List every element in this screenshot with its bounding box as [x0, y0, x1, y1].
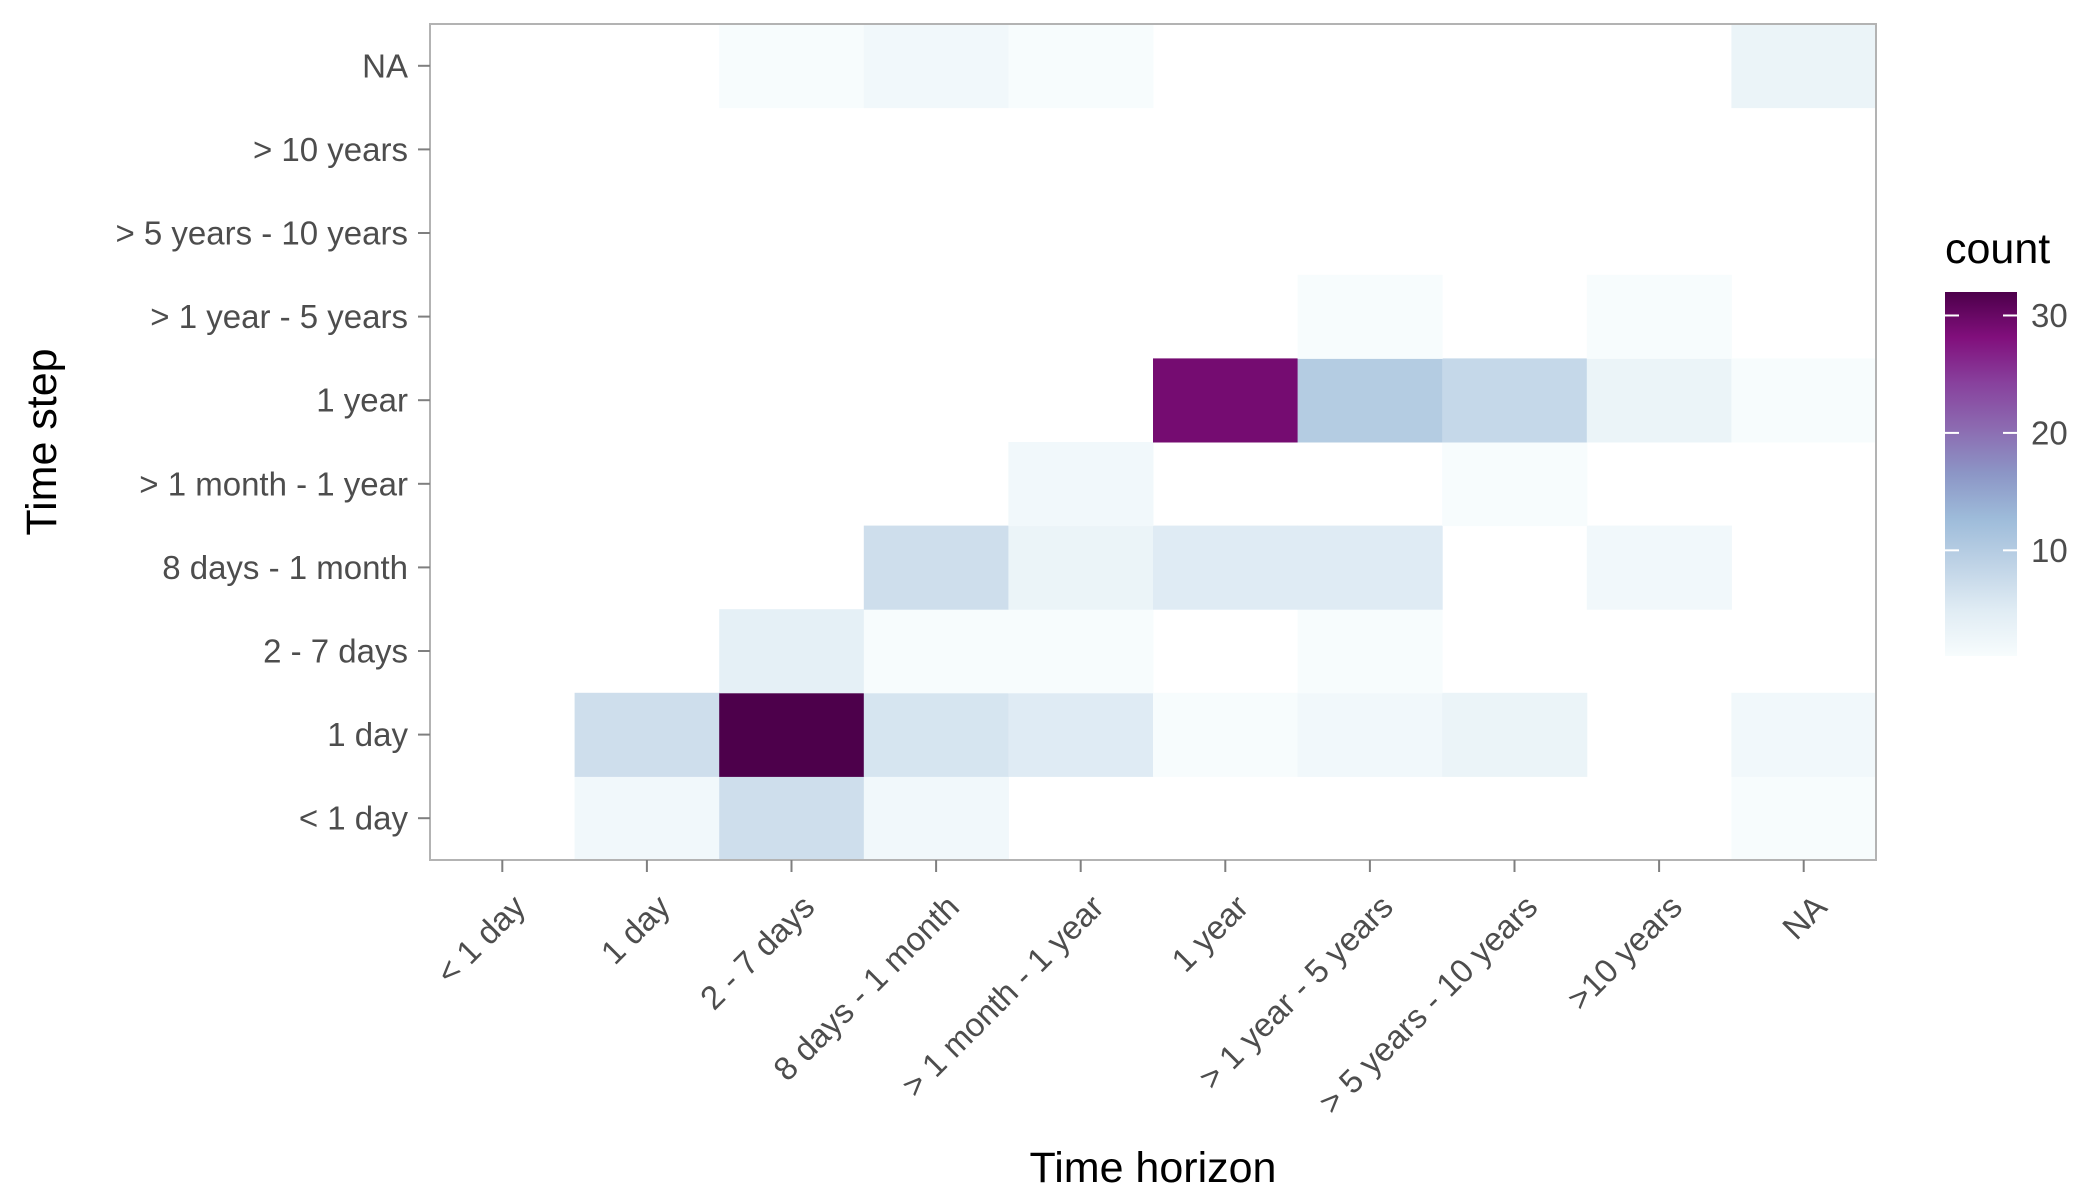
y-tick-label: > 10 years — [253, 131, 408, 168]
heatmap-cell-na-by-1-day — [1731, 692, 1877, 777]
heatmap-cell-10-years-by-8-days-1-month — [1586, 525, 1732, 610]
y-tick-label: > 1 month - 1 year — [139, 465, 408, 502]
y-tick-label: NA — [362, 47, 408, 84]
legend-ticks: 10 20 30 — [1945, 297, 2068, 569]
y-axis-title: Time step — [18, 348, 66, 535]
heatmap-cell-1-year-by-1-day — [1153, 692, 1299, 777]
legend-tick-label: 10 — [2031, 532, 2068, 569]
heatmap-cell-1-day-by-1-day — [574, 692, 720, 777]
heatmap-cell-1-year-5-years-by-1-year — [1297, 358, 1443, 443]
y-tick-label: < 1 day — [299, 800, 409, 837]
x-tick-label: 2 - 7 days — [693, 888, 822, 1017]
heatmap-cell-8-days-1-month-by-8-days-1-month — [863, 525, 1009, 610]
heatmap-cell-1-month-1-year-by-1-day — [1008, 692, 1154, 777]
legend-title: count — [1945, 225, 2050, 273]
heatmap-cell-1-year-by-8-days-1-month — [1153, 525, 1299, 610]
heatmap-cell-2-7-days-by-1-day — [719, 776, 865, 861]
x-tick-label: < 1 day — [429, 887, 533, 991]
heatmap-cells — [574, 24, 1877, 861]
heatmap-cell-1-year-by-1-year — [1153, 358, 1299, 443]
heatmap-cell-1-month-1-year-by-1-month-1-year — [1008, 442, 1154, 527]
heatmap-cell-10-years-by-1-year — [1586, 358, 1732, 443]
heatmap-cell-8-days-1-month-by-na — [863, 24, 1009, 109]
heatmap-cell-5-years-10-years-by-1-day — [1442, 692, 1588, 777]
x-tick-label: NA — [1775, 888, 1834, 947]
heatmap-cell-5-years-10-years-by-1-month-1-year — [1442, 442, 1588, 527]
heatmap-cell-na-by-1-day — [1731, 776, 1877, 861]
heatmap-cell-na-by-na — [1731, 24, 1877, 109]
x-axis-title: Time horizon — [1030, 1144, 1277, 1192]
heatmap-cell-2-7-days-by-na — [719, 24, 865, 109]
heatmap-cell-2-7-days-by-1-day — [719, 692, 865, 777]
heatmap-cell-na-by-1-year — [1731, 358, 1877, 443]
heatmap-cell-5-years-10-years-by-1-year — [1442, 358, 1588, 443]
legend: count 10 20 30 — [1945, 225, 2068, 656]
y-tick-label: 2 - 7 days — [263, 633, 408, 670]
panel-border — [429, 23, 1877, 861]
y-tick-label: > 1 year - 5 years — [150, 298, 408, 335]
heatmap-cell-8-days-1-month-by-1-day — [863, 776, 1009, 861]
heatmap-cell-8-days-1-month-by-1-day — [863, 692, 1009, 777]
heatmap-cell-1-year-5-years-by-2-7-days — [1297, 609, 1443, 694]
x-tick-label: 1 year — [1164, 888, 1255, 979]
heatmap-cell-2-7-days-by-2-7-days — [719, 609, 865, 694]
legend-tick-label: 30 — [2031, 297, 2068, 334]
heatmap-cell-1-month-1-year-by-2-7-days — [1008, 609, 1154, 694]
y-tick-label: 1 day — [327, 716, 408, 753]
heatmap-cell-1-year-5-years-by-1-year-5-years — [1297, 274, 1443, 359]
heatmap-cell-1-month-1-year-by-na — [1008, 24, 1154, 109]
x-tick-label: 1 day — [594, 887, 678, 971]
y-axis: < 1 day 1 day 2 - 7 days 8 days - 1 month > … — [115, 47, 430, 837]
legend-colorbar — [1945, 292, 2017, 656]
heatmap-cell-10-years-by-1-year-5-years — [1586, 274, 1732, 359]
x-tick-label: >10 years — [1560, 888, 1689, 1017]
heatmap-cell-1-month-1-year-by-8-days-1-month — [1008, 525, 1154, 610]
heatmap-cell-1-year-5-years-by-8-days-1-month — [1297, 525, 1443, 610]
y-tick-label: 8 days - 1 month — [162, 549, 408, 586]
heatmap-cell-1-day-by-1-day — [574, 776, 720, 861]
y-tick-label: > 5 years - 10 years — [115, 215, 408, 252]
heatmap-cell-1-year-5-years-by-1-day — [1297, 692, 1443, 777]
y-tick-label: 1 year — [316, 382, 408, 419]
legend-tick-label: 20 — [2031, 414, 2068, 451]
heatmap-cell-8-days-1-month-by-2-7-days — [863, 609, 1009, 694]
